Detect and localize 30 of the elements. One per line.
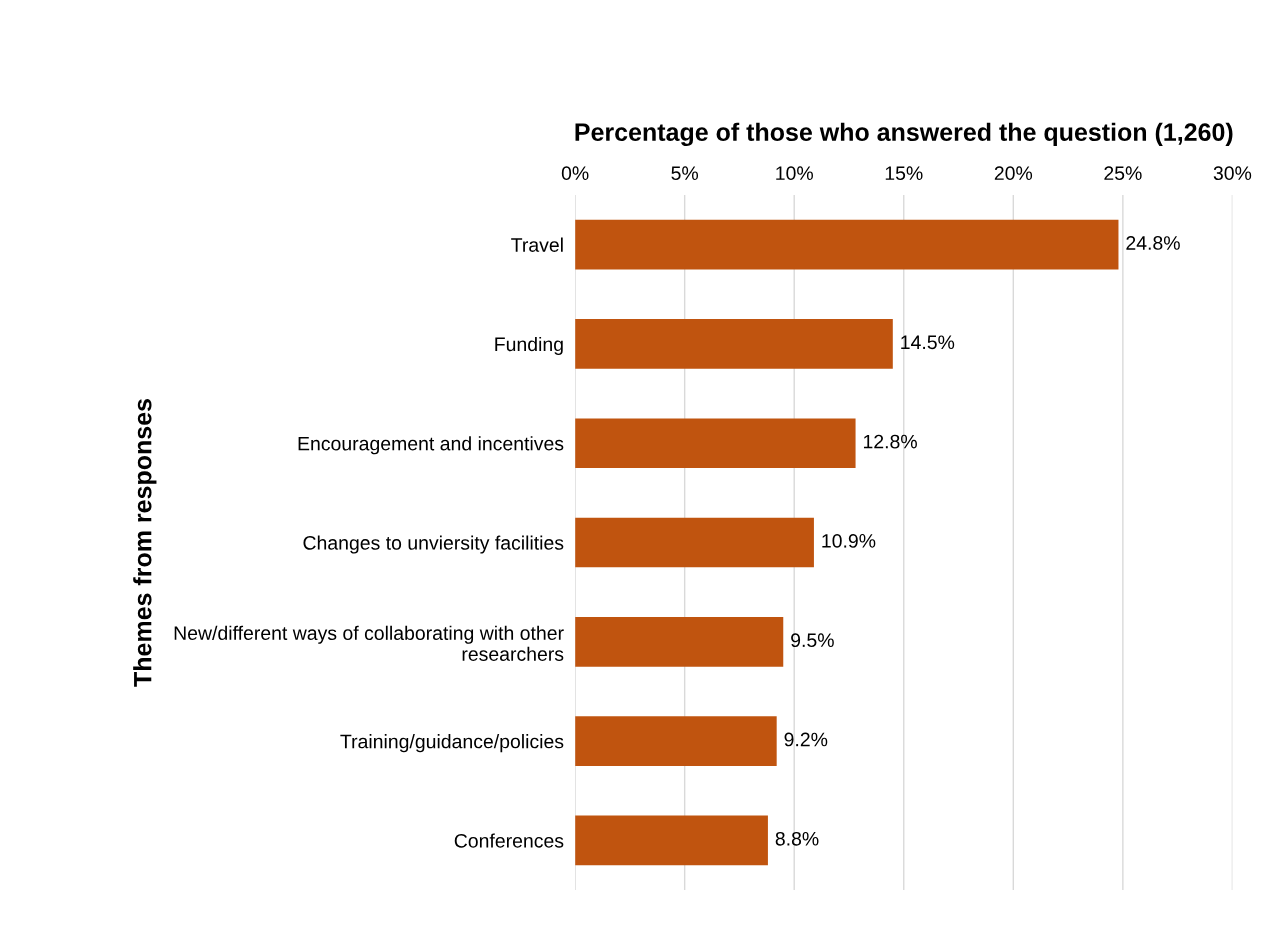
x-tick-label: 30% [1213, 166, 1252, 181]
data-label: 10.9% [822, 533, 876, 548]
y-tick-label: Changes to unviersity facilities [303, 535, 564, 554]
x-axis-title: Percentage of those who answered the question (1,260) [575, 122, 1233, 147]
bar [575, 418, 856, 469]
data-label: 12.8% [863, 434, 917, 449]
y-tick-label: Travel [511, 237, 563, 252]
y-tick-label: Funding [495, 336, 563, 356]
data-label: 24.8% [1126, 236, 1180, 250]
bar [575, 219, 1119, 270]
bar [575, 319, 893, 369]
y-tick-label: Conferences [454, 833, 564, 848]
x-tick-label: 5% [671, 166, 699, 181]
bar [575, 716, 777, 766]
y-tick-label: Encouragement and incentives [298, 436, 564, 455]
x-tick-label: 20% [994, 166, 1033, 181]
y-axis-title: Themes from responses [133, 399, 157, 687]
x-tick-label: 10% [776, 166, 813, 181]
x-tick-label: 0% [561, 166, 589, 181]
data-label: 14.5% [901, 335, 955, 350]
bar [575, 815, 768, 866]
data-label: 8.8% [775, 831, 819, 846]
bar [575, 517, 814, 568]
x-tick-label: 25% [1104, 166, 1142, 181]
x-tick-label: 15% [885, 166, 923, 181]
data-label: 9.5% [791, 633, 834, 648]
data-label: 9.2% [784, 732, 828, 747]
bar [575, 617, 784, 667]
y-tick-label: New/different ways of collaborating with other researchers [174, 625, 564, 661]
y-tick-label: Training/guidance/policies [340, 734, 564, 753]
